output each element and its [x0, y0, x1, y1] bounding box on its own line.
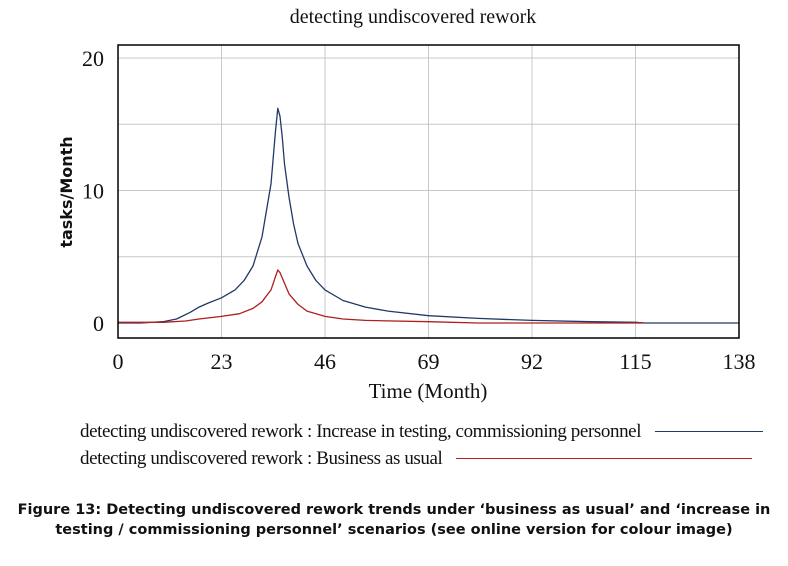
legend-swatch-business-as-usual	[456, 458, 753, 459]
legend-label-testing: detecting undiscovered rework : Increase…	[80, 420, 642, 442]
x-tick-label: 23	[211, 349, 233, 374]
x-tick-label: 92	[521, 349, 543, 374]
legend-swatch-testing	[655, 431, 764, 432]
gridlines	[118, 45, 739, 338]
x-axis-title: Time (Month)	[369, 379, 488, 403]
y-tick-label: 0	[93, 311, 104, 336]
x-tick-labels: 0 23 46 69 92 115 138	[113, 349, 756, 374]
y-tick-label: 10	[82, 179, 104, 204]
y-axis-title: tasks/Month	[57, 136, 76, 247]
x-tick-label: 46	[314, 349, 336, 374]
series-lines	[118, 107, 739, 324]
x-tick-label: 115	[619, 349, 651, 374]
series-line-testing	[118, 107, 739, 324]
legend-item-business-as-usual: detecting undiscovered rework : Business…	[80, 445, 760, 472]
legend-item-testing: detecting undiscovered rework : Increase…	[80, 418, 764, 445]
legend-label-business-as-usual: detecting undiscovered rework : Business…	[80, 447, 443, 469]
x-tick-label: 69	[418, 349, 440, 374]
caption-line-1: Figure 13: Detecting undiscovered rework…	[17, 502, 771, 518]
x-tick-label: 138	[723, 349, 756, 374]
chart-title: detecting undiscovered rework	[290, 6, 537, 28]
chart: detecting undiscovered rework 0 10 20 0 23 4…	[57, 6, 756, 403]
x-tick-label: 0	[113, 349, 124, 374]
legend: detecting undiscovered rework : Increase…	[80, 418, 764, 472]
y-tick-label: 20	[82, 46, 104, 71]
caption-line-2: testing / commissioning personnel’ scena…	[55, 522, 733, 538]
series-line-business-as-usual	[118, 269, 645, 324]
plot-frame	[117, 44, 740, 339]
y-tick-labels: 0 10 20	[82, 46, 104, 336]
figure-caption: Figure 13: Detecting undiscovered rework…	[10, 500, 778, 540]
